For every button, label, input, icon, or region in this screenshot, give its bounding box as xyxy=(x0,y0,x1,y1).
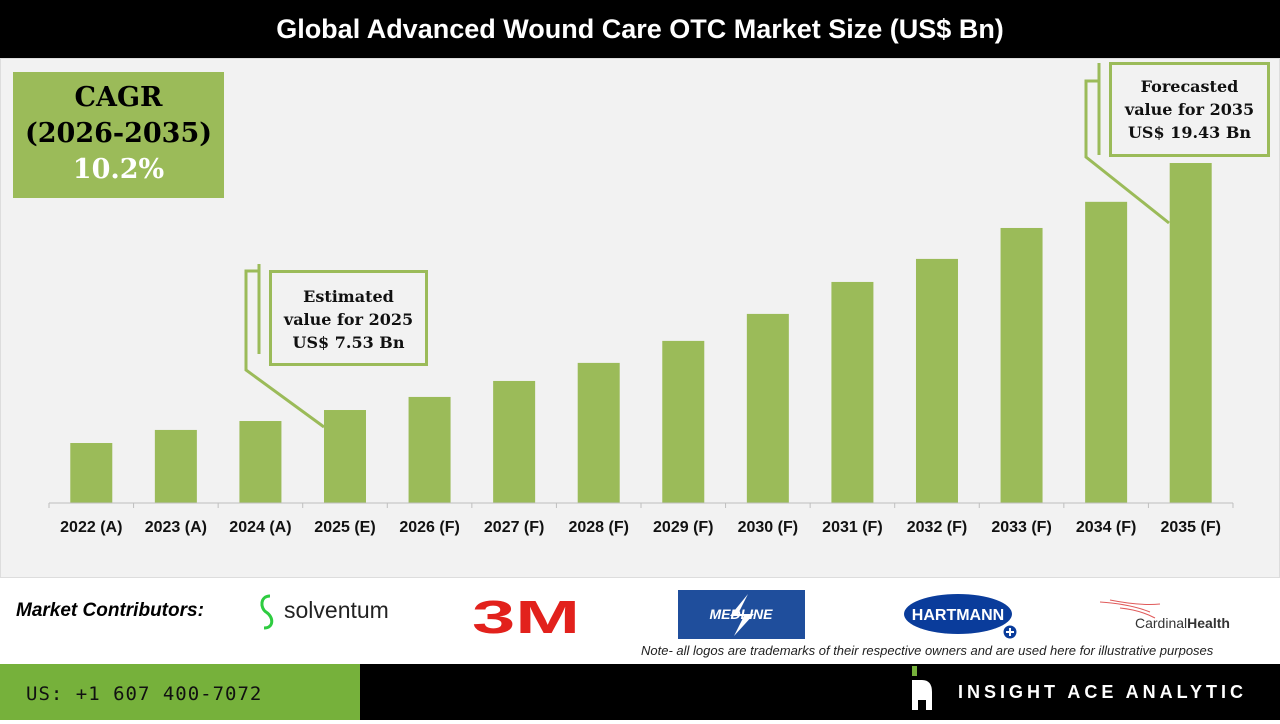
plot-area: 2022 (A) 2023 (A) 2024 (A) 2025 (E) 2026 (F)… xyxy=(0,58,1280,578)
x-tick-label: 2022 (A) xyxy=(60,519,122,536)
x-tick-label: 2034 (F) xyxy=(1076,519,1136,536)
chart-title: Global Advanced Wound Care OTC Market Si… xyxy=(0,0,1280,58)
bar-2029 xyxy=(662,340,705,503)
bar-2024 xyxy=(239,421,282,503)
insight-ace-logo-icon xyxy=(910,666,936,717)
bar-2027 xyxy=(493,380,536,503)
phone-number[interactable]: US: +1 607 400-7072 xyxy=(0,664,360,720)
bar-2033 xyxy=(1000,227,1043,503)
bar-2028 xyxy=(577,362,620,503)
x-tick-label: 2024 (A) xyxy=(229,519,291,536)
market-contributors-label: Market Contributors: xyxy=(16,600,204,621)
footer-bar xyxy=(360,664,1280,720)
forecast-value-callout: Forecasted value for 2035 US$ 19.43 Bn xyxy=(1109,62,1270,157)
x-tick-label: 2025 (E) xyxy=(314,519,375,536)
bar-2026 xyxy=(408,396,451,503)
callout-line: value for 2025 xyxy=(283,310,414,329)
bar-2030 xyxy=(746,313,789,503)
bar-2034 xyxy=(1085,201,1128,503)
bar-2035 xyxy=(1169,163,1212,503)
x-tick-label: 2028 (F) xyxy=(568,519,628,536)
x-tick-label: 2033 (F) xyxy=(991,519,1051,536)
estimated-value-callout: Estimated value for 2025 US$ 7.53 Bn xyxy=(269,270,428,366)
svg-text:3M: 3M xyxy=(472,596,580,636)
x-tick-label: 2023 (A) xyxy=(145,519,207,536)
cagr-period: (2026-2035) xyxy=(24,118,213,149)
x-tick-label: 2030 (F) xyxy=(738,519,798,536)
forecast-callout-leader xyxy=(1084,79,1170,225)
x-tick-label: 2032 (F) xyxy=(907,519,967,536)
x-tick-label: 2035 (F) xyxy=(1160,519,1220,536)
bar-2022 xyxy=(70,443,113,503)
trademark-note: Note- all logos are trademarks of their … xyxy=(641,643,1214,658)
callout-line: value for 2035 xyxy=(1124,100,1255,119)
svg-text:solventum: solventum xyxy=(284,597,389,623)
callout-line: US$ 19.43 Bn xyxy=(1127,123,1252,142)
hartmann-logo: HARTMANN xyxy=(902,592,1042,645)
medline-logo: MEDLINE xyxy=(678,590,805,639)
bar-2032 xyxy=(915,258,958,503)
x-tick-label: 2029 (F) xyxy=(653,519,713,536)
callout-line: Estimated xyxy=(303,287,394,306)
bar-2031 xyxy=(831,281,874,503)
svg-text:HARTMANN: HARTMANN xyxy=(912,607,1004,624)
x-tick-label: 2031 (F) xyxy=(822,519,882,536)
x-tick-label: 2026 (F) xyxy=(399,519,459,536)
estimated-callout-leader xyxy=(244,269,325,429)
brand-name: INSIGHT ACE ANALYTIC xyxy=(958,682,1248,702)
x-tick-label: 2027 (F) xyxy=(484,519,544,536)
svg-text:CardinalHealth: CardinalHealth xyxy=(1135,615,1230,631)
bar-2023 xyxy=(154,429,197,503)
cardinal-health-logo: CardinalHealth xyxy=(1099,598,1270,639)
cagr-box: CAGR (2026-2035) 10.2% xyxy=(13,72,224,198)
bar-2025 xyxy=(323,410,366,503)
callout-line: US$ 7.53 Bn xyxy=(292,333,405,352)
cagr-label: CAGR xyxy=(74,82,163,113)
bar-chart: 2022 (A) 2023 (A) 2024 (A) 2025 (E) 2026 (F)… xyxy=(48,63,1234,536)
3m-logo: 3M xyxy=(472,591,582,643)
svg-text:MEDLINE: MEDLINE xyxy=(710,606,774,622)
callout-line: Forecasted xyxy=(1140,77,1239,96)
cagr-value: 10.2% xyxy=(72,154,165,185)
solventum-logo: solventum xyxy=(252,592,402,637)
